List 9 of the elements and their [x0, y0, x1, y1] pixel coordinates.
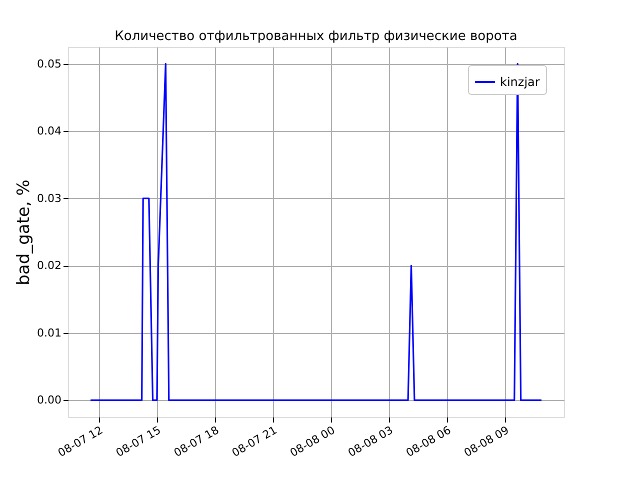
- y-tick-label: 0.04: [37, 124, 62, 138]
- legend-label: kinzjar: [500, 75, 540, 89]
- y-tick-label: 0.01: [37, 326, 62, 340]
- y-tick-label: 0.02: [37, 259, 62, 272]
- y-axis-title: bad_gate, %: [14, 180, 34, 286]
- chart-title: Количество отфильтрованных фильтр физические ворота: [114, 29, 518, 44]
- y-tick-label: 0.00: [37, 394, 62, 407]
- y-tick-label: 0.05: [37, 57, 62, 70]
- y-tick-label: 0.03: [37, 192, 62, 205]
